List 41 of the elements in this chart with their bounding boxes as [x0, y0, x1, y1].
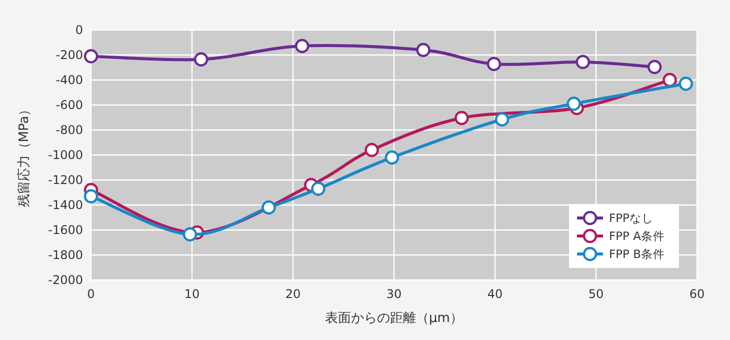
x-tick-label: 10 — [184, 287, 200, 301]
legend-label: FPP A条件 — [609, 229, 666, 243]
x-tick-label: 0 — [87, 287, 95, 301]
y-axis-title: 残留応力（MPa） — [16, 102, 32, 208]
x-tick-label: 30 — [386, 287, 402, 301]
y-tick-label: -1000 — [48, 148, 83, 162]
x-tick-label: 50 — [588, 287, 604, 301]
y-tick-label: -2000 — [48, 273, 83, 287]
point — [416, 42, 430, 58]
point — [647, 60, 662, 74]
point — [84, 189, 98, 204]
point — [486, 56, 502, 72]
legend-label: FPPなし — [609, 211, 654, 225]
legend-label: FPP B条件 — [609, 247, 666, 261]
y-tick-label: -1600 — [48, 223, 83, 237]
point — [662, 72, 677, 88]
point — [182, 227, 198, 242]
y-tick-label: -1800 — [48, 248, 83, 262]
point — [84, 49, 98, 64]
x-tick-label: 40 — [487, 287, 503, 301]
point — [678, 76, 693, 91]
point — [311, 182, 326, 196]
y-tick-label: 0 — [75, 23, 83, 37]
x-axis-title: 表面からの距離（μm） — [325, 311, 463, 326]
y-tick-label: -800 — [56, 123, 83, 137]
point — [494, 112, 510, 126]
point — [384, 150, 400, 165]
point — [294, 38, 310, 54]
point — [576, 54, 590, 70]
y-tick-label: -200 — [56, 48, 83, 62]
point — [364, 142, 379, 158]
x-tick-label: 20 — [285, 287, 301, 301]
y-tick-label: -1400 — [48, 198, 83, 212]
point — [262, 200, 276, 215]
point — [194, 52, 208, 66]
y-tick-label: -400 — [56, 73, 83, 87]
y-tick-label: -1200 — [48, 173, 83, 187]
x-tick-label: 60 — [689, 287, 705, 301]
point — [566, 96, 581, 111]
point — [454, 110, 469, 126]
y-tick-label: -600 — [56, 98, 83, 112]
